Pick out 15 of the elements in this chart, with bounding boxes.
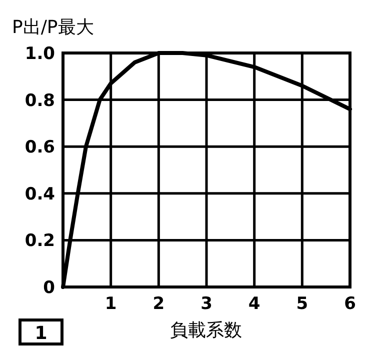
x-tick-label: 4 [248,294,260,314]
x-tick-label: 1 [104,294,117,314]
x-tick-label: 6 [344,294,356,314]
x-tick-label: 3 [200,294,212,314]
text: 1 [34,323,48,344]
x-tick-label: 5 [296,294,308,314]
x-axis-title: 負載系数 [170,320,242,341]
y-tick-label: 0.8 [24,90,55,111]
y-tick-label: 0 [43,278,56,298]
x-tick-label: 2 [152,294,165,314]
y-tick-label: 0.6 [24,138,55,158]
y-tick-label: 0.4 [24,184,56,204]
y-axis-title: P出/P最大 [12,17,94,38]
text: 1.0 [24,44,55,64]
y-tick-label: 0.2 [24,231,55,252]
